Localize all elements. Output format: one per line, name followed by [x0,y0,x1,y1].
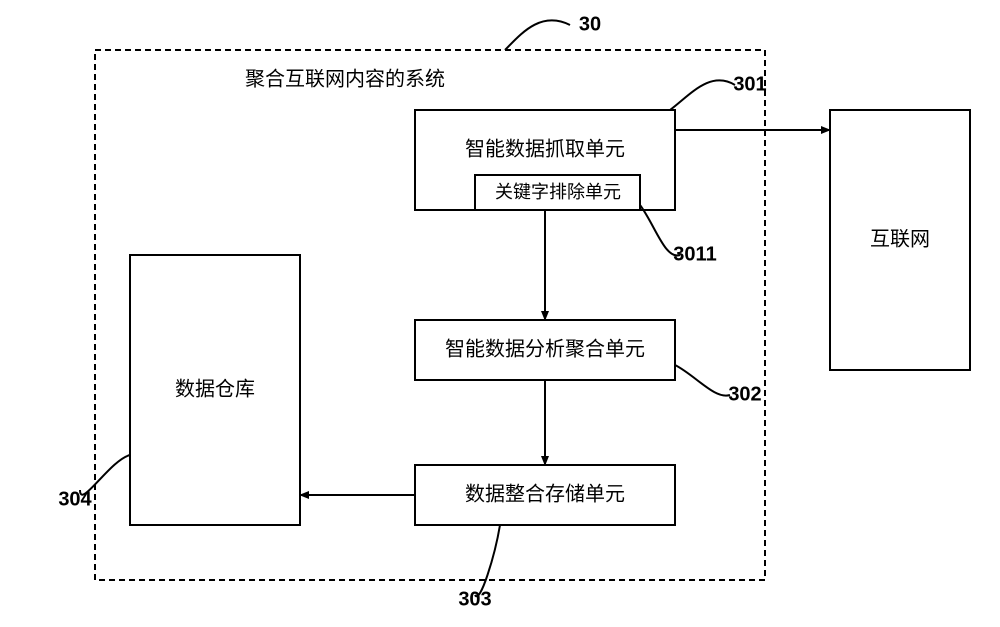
num-304: 304 [58,488,92,510]
internet-label: 互联网 [870,227,930,250]
system-title: 聚合互联网内容的系统 [245,67,445,90]
num-3011: 3011 [673,243,716,265]
leader-curve [475,525,500,596]
num-303: 303 [458,588,491,610]
warehouse-label: 数据仓库 [175,377,255,400]
crawl-unit-label: 智能数据抓取单元 [465,137,625,160]
analysis-unit-label: 智能数据分析聚合单元 [445,337,645,360]
leader-curve [670,80,735,110]
num-30: 30 [579,13,601,35]
num-301: 301 [733,73,766,95]
num-302: 302 [728,383,761,405]
keyword-exclude-label: 关键字排除单元 [495,182,621,202]
leader-curve [675,365,730,396]
storage-unit-label: 数据整合存储单元 [465,482,625,505]
leader-curve [505,20,570,50]
